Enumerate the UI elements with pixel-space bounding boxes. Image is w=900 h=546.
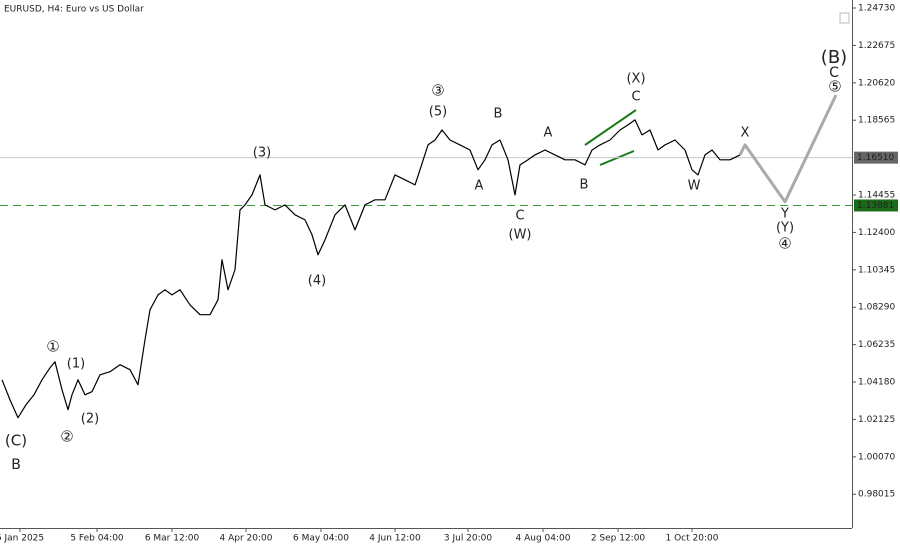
price-series [1,119,741,419]
price-label-box [854,151,898,164]
wave-label: (3) [253,146,271,161]
wave-label: X [741,126,750,141]
y-tick-label: 1.00070 [858,452,895,462]
y-tick-label: 1.20620 [858,78,895,88]
x-tick-label: 3 Jul 20:00 [444,534,493,544]
y-tick-label: 1.14455 [858,191,895,201]
wave-label: A [544,126,553,141]
y-tick-label: 1.06235 [858,340,895,350]
wave-label: (5) [429,105,447,120]
level-label-box [854,199,898,212]
y-tick-label: 1.08290 [858,303,895,313]
y-tick-label: 1.12400 [858,228,895,238]
y-tick-label: 1.10345 [858,265,895,275]
wedge-line [584,109,637,146]
wave-label: ① [46,338,59,356]
wave-label: ④ [778,235,791,253]
forecast-line [738,94,838,204]
chart-title: EURUSD, H4: Euro vs US Dollar [4,5,144,15]
x-tick-label: 2 Sep 12:00 [591,534,646,544]
y-tick-label: 0.98015 [858,490,895,500]
x-tick-label: 1 Oct 20:00 [666,534,719,544]
x-tick-label: 6 Jan 2025 [0,534,44,544]
x-tick-label: 5 Feb 04:00 [70,534,124,544]
y-tick-label: 1.04180 [858,378,895,388]
y-tick-label: 1.02125 [858,415,895,425]
wave-label: (X) [626,72,645,87]
y-tick-label: 1.18565 [858,116,895,126]
wave-label: (1) [67,357,85,372]
x-tick-label: 4 Apr 20:00 [220,534,273,544]
wave-label: A [475,179,484,194]
x-tick-label: 6 Mar 12:00 [145,534,200,544]
wave-label: B [11,457,21,473]
wave-label: B [494,107,503,122]
wave-label: ③ [431,82,444,100]
wave-label: ② [60,428,73,446]
wave-label: C [631,90,640,105]
wave-label: C [829,65,839,81]
wave-label: (W) [509,228,532,243]
y-tick-label: 1.24730 [858,4,895,14]
x-tick-label: 6 May 04:00 [293,534,349,544]
wave-label: W [688,179,701,194]
chart-icon [839,12,850,24]
wave-label: B [580,178,589,193]
level-label: 1.13881 [857,201,894,211]
price-label: 1.16510 [857,153,894,163]
wave-label: C [515,209,524,224]
wave-label: (Y) [776,221,794,236]
y-tick-label: 1.22675 [858,41,895,51]
wave-label: (2) [81,412,99,427]
wave-label: (C) [5,432,27,450]
wave-label: (B) [821,47,847,68]
x-tick-label: 4 Aug 04:00 [516,534,571,544]
wave-label: ⑤ [828,78,841,96]
wave-label: Y [780,207,789,222]
wave-label: (4) [308,274,326,289]
x-tick-label: 4 Jun 12:00 [369,534,421,544]
